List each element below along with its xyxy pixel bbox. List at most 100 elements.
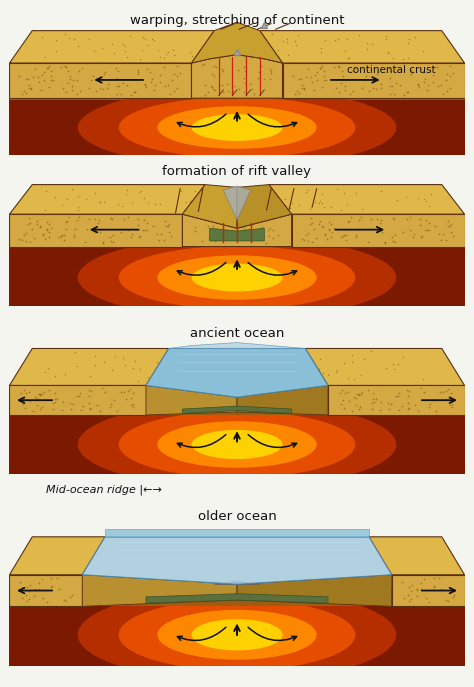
Point <box>204 87 211 98</box>
Point <box>414 405 422 416</box>
Point <box>383 34 390 45</box>
Polygon shape <box>210 228 264 241</box>
Polygon shape <box>9 594 465 607</box>
Point <box>134 376 141 387</box>
Ellipse shape <box>118 246 356 309</box>
Point <box>212 225 220 236</box>
Point <box>142 82 149 93</box>
Point <box>430 76 438 87</box>
Point <box>52 370 59 381</box>
Polygon shape <box>392 575 465 607</box>
Point <box>345 396 353 407</box>
Point <box>341 387 348 398</box>
Point <box>69 74 77 85</box>
Point <box>369 387 377 398</box>
Point <box>66 397 73 408</box>
Point <box>395 404 403 415</box>
Point <box>117 387 125 398</box>
Point <box>446 392 453 403</box>
Point <box>363 44 371 55</box>
Point <box>319 221 326 232</box>
Point <box>65 32 73 43</box>
Ellipse shape <box>157 106 317 149</box>
Point <box>143 224 151 235</box>
Polygon shape <box>305 348 465 385</box>
Point <box>333 365 341 376</box>
Point <box>107 402 114 413</box>
Point <box>393 194 401 205</box>
Point <box>448 399 456 410</box>
Point <box>318 198 326 209</box>
Point <box>72 224 79 235</box>
Point <box>18 593 26 604</box>
Point <box>25 387 33 398</box>
Point <box>31 391 39 402</box>
Point <box>224 85 232 96</box>
Point <box>385 63 392 74</box>
Point <box>444 595 452 606</box>
Point <box>350 374 357 385</box>
Point <box>373 69 381 80</box>
Point <box>319 221 326 232</box>
Point <box>40 592 47 603</box>
Point <box>300 84 308 95</box>
Point <box>31 584 38 595</box>
Point <box>121 387 128 398</box>
Point <box>300 82 308 93</box>
Point <box>100 238 107 249</box>
Point <box>140 214 147 225</box>
Point <box>74 205 82 216</box>
Point <box>344 223 352 234</box>
Point <box>129 362 137 373</box>
Point <box>128 231 135 242</box>
Text: ancient ocean: ancient ocean <box>190 327 284 340</box>
Point <box>52 45 60 56</box>
Point <box>410 229 418 240</box>
Point <box>320 71 328 82</box>
Point <box>86 371 93 382</box>
Point <box>129 387 137 398</box>
Point <box>61 60 68 71</box>
Point <box>109 237 117 248</box>
Point <box>141 33 149 44</box>
Point <box>99 43 106 54</box>
Point <box>113 81 120 92</box>
Point <box>420 193 428 204</box>
Point <box>444 216 451 227</box>
Point <box>435 229 443 240</box>
Point <box>95 214 103 225</box>
Polygon shape <box>146 348 328 397</box>
Point <box>265 230 273 241</box>
Point <box>267 67 275 78</box>
Point <box>156 69 164 80</box>
Point <box>403 385 411 396</box>
Point <box>113 89 121 100</box>
Point <box>22 387 30 398</box>
Point <box>437 79 444 90</box>
Point <box>164 79 171 90</box>
Point <box>73 361 81 372</box>
Point <box>139 224 146 235</box>
Point <box>367 345 375 356</box>
Point <box>136 231 144 242</box>
Point <box>342 235 349 246</box>
Polygon shape <box>146 385 237 415</box>
Point <box>112 63 119 74</box>
Point <box>388 80 396 91</box>
Point <box>91 188 99 199</box>
Point <box>360 74 367 85</box>
Point <box>241 77 249 88</box>
Point <box>18 89 26 100</box>
Point <box>323 74 330 85</box>
Ellipse shape <box>118 412 356 477</box>
Point <box>141 78 149 89</box>
Point <box>269 233 276 244</box>
Point <box>210 71 218 82</box>
Point <box>62 216 70 227</box>
Point <box>229 86 237 97</box>
Point <box>48 580 56 591</box>
Point <box>430 573 438 584</box>
Point <box>424 85 431 96</box>
Point <box>62 595 70 606</box>
Point <box>407 594 415 605</box>
